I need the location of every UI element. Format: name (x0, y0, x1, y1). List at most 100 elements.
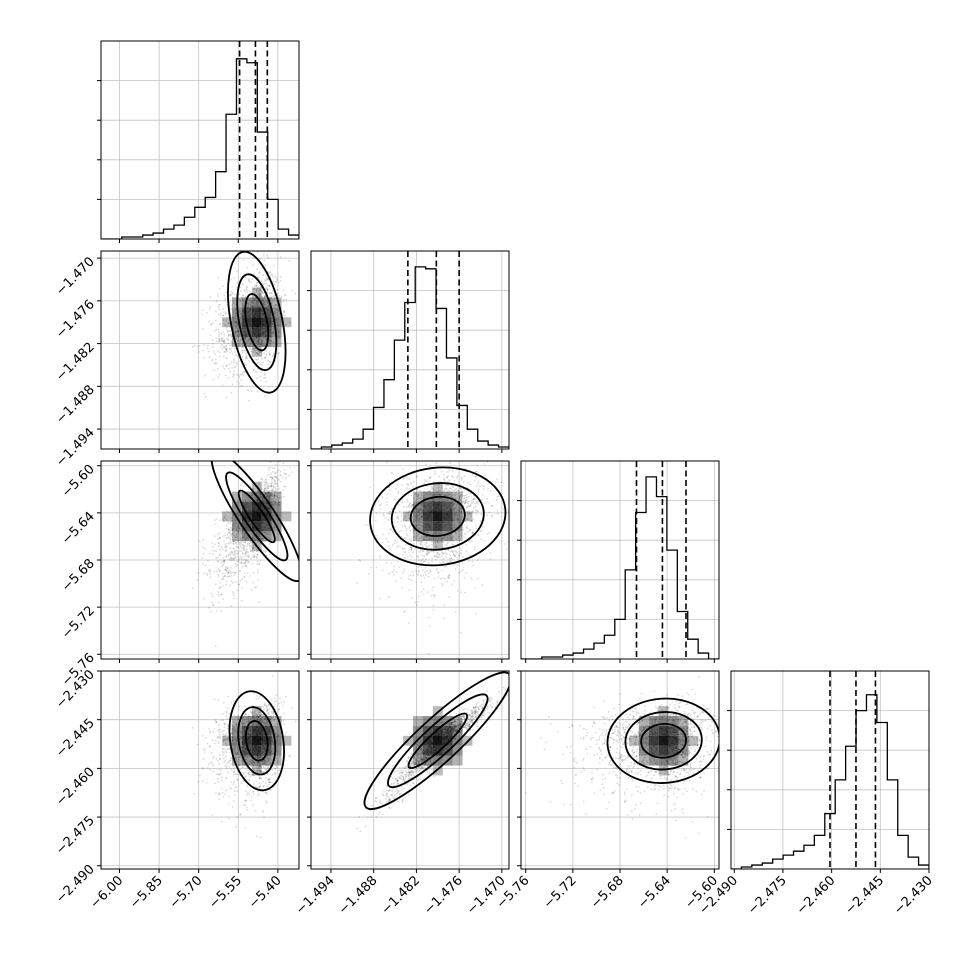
scatter-point (271, 741, 274, 744)
scatter-point (461, 494, 464, 496)
scatter-point (396, 484, 398, 486)
scatter-point (279, 492, 282, 494)
scatter-point (259, 764, 262, 767)
scatter-point (191, 345, 194, 348)
scatter-point (282, 313, 285, 315)
scatter-point (454, 568, 457, 570)
scatter-point (222, 540, 225, 543)
scatter-point (240, 313, 243, 315)
scatter-point (227, 572, 230, 575)
scatter-point (259, 714, 262, 717)
scatter-point (238, 518, 241, 521)
density-cell (271, 491, 282, 502)
scatter-point (270, 485, 272, 488)
scatter-point (227, 795, 230, 798)
scatter-point (230, 732, 233, 735)
scatter-point (242, 763, 244, 766)
scatter-point (217, 556, 220, 559)
scatter-point (452, 502, 455, 505)
scatter-point (229, 584, 231, 587)
scatter-point (212, 730, 214, 733)
scatter-point (463, 489, 466, 492)
scatter-point (413, 530, 415, 532)
scatter-point (217, 593, 220, 596)
scatter-point (282, 719, 285, 722)
scatter-point (252, 347, 255, 350)
scatter-point (267, 497, 269, 500)
scatter-point (427, 572, 430, 575)
scatter-point (257, 484, 260, 487)
scatter-point (277, 337, 279, 339)
scatter-point (268, 491, 270, 494)
scatter-point (265, 483, 268, 486)
scatter-point (244, 790, 247, 793)
scatter-point (249, 343, 252, 346)
scatter-point (256, 499, 259, 502)
scatter-point (224, 723, 226, 726)
scatter-point (483, 463, 486, 466)
scatter-point (198, 345, 201, 347)
scatter-point (419, 542, 422, 545)
scatter-point (247, 303, 250, 306)
scatter-point (458, 520, 461, 523)
scatter-point (256, 563, 259, 566)
scatter-point (223, 559, 226, 562)
density-cell (281, 511, 292, 522)
scatter-point (406, 498, 409, 501)
scatter-point (264, 722, 267, 725)
scatter-point (216, 736, 218, 739)
scatter-point (262, 344, 264, 347)
scatter-point (218, 569, 221, 572)
scatter-point (230, 347, 233, 350)
scatter-point (244, 532, 247, 535)
scatter-point (202, 758, 205, 760)
scatter-point (208, 606, 211, 609)
scatter-point (259, 765, 262, 768)
scatter-point (437, 552, 439, 555)
scatter-point (424, 479, 426, 481)
scatter-point (284, 294, 287, 297)
scatter-point (273, 297, 276, 300)
scatter-point (241, 385, 243, 387)
scatter-point (219, 537, 221, 540)
scatter-point (441, 560, 444, 563)
scatter-point (233, 522, 235, 525)
scatter-point (268, 292, 270, 295)
scatter-point (212, 378, 215, 381)
scatter-point (211, 358, 214, 361)
scatter-point (477, 488, 480, 491)
scatter-point (460, 494, 463, 496)
scatter-point (212, 595, 214, 598)
scatter-point (235, 312, 238, 315)
scatter-point (218, 601, 220, 604)
scatter-point (416, 604, 418, 607)
scatter-point (419, 508, 422, 511)
scatter-point (388, 489, 391, 492)
scatter-point (437, 555, 439, 558)
scatter-point (254, 539, 257, 542)
scatter-point (261, 499, 263, 501)
scatter-point (230, 574, 233, 577)
scatter-point (434, 542, 437, 544)
scatter-point (454, 554, 457, 557)
scatter-point (226, 510, 228, 512)
scatter-point (250, 546, 253, 549)
scatter-point (226, 567, 229, 570)
scatter-point (475, 509, 478, 512)
scatter-point (250, 305, 253, 308)
scatter-point (259, 363, 261, 366)
scatter-point (225, 732, 228, 735)
scatter-point (258, 765, 260, 768)
scatter-point (233, 721, 236, 723)
scatter-point (402, 572, 404, 575)
scatter-point (220, 578, 223, 581)
scatter-point (237, 539, 239, 542)
scatter-point (272, 344, 275, 347)
scatter-point (266, 492, 269, 495)
scatter-point (227, 761, 230, 764)
scatter-point (248, 779, 250, 782)
scatter-point (267, 305, 270, 308)
scatter-point (242, 721, 245, 724)
scatter-point (236, 589, 239, 592)
scatter-point (240, 562, 243, 564)
